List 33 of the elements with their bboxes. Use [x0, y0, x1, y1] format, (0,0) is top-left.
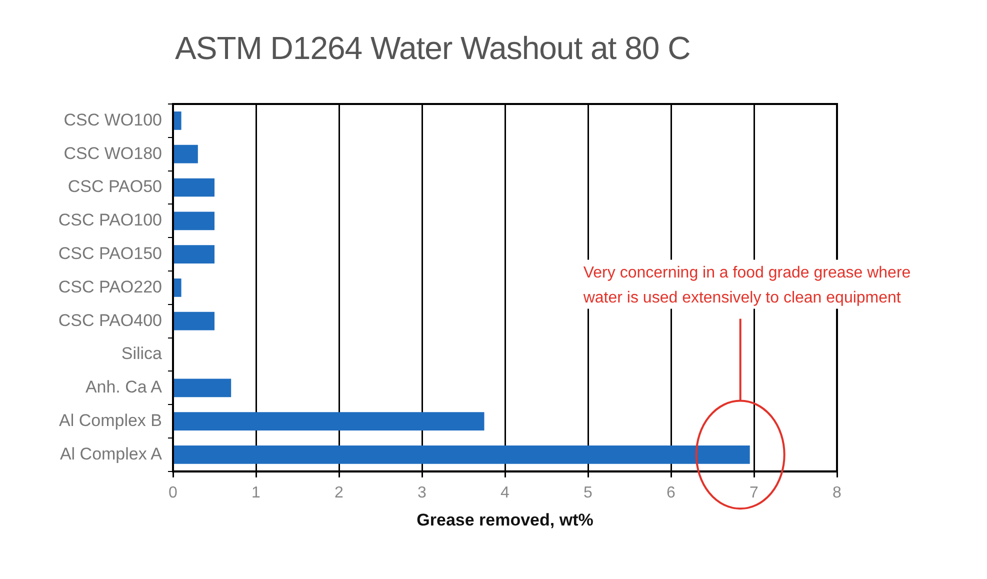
y-tick-label: Anh. Ca A: [85, 378, 163, 397]
x-tick-label: 6: [666, 484, 676, 502]
bar: [174, 178, 214, 197]
y-tick-label: CSC PAO100: [58, 210, 162, 230]
x-tick-label: 8: [832, 484, 842, 502]
x-tick-label: 0: [168, 484, 178, 502]
bar: [174, 446, 750, 464]
bar: [174, 312, 214, 330]
x-axis-title: Grease removed, wt%: [416, 510, 594, 530]
bar: [174, 412, 484, 430]
x-tick-label: 1: [252, 484, 261, 502]
y-tick-label: CSC PAO400: [58, 310, 162, 330]
y-tick-label: Silica: [121, 344, 163, 364]
y-tick-label: Al Complex B: [59, 410, 162, 430]
bar: [174, 378, 232, 398]
bar: [174, 112, 182, 130]
bar: [174, 212, 214, 230]
x-tick-label: 4: [500, 484, 510, 502]
bar: [174, 278, 182, 297]
y-tick-label: CSC PAO50: [68, 177, 162, 196]
y-tick-label: CSC PAO220: [58, 277, 162, 296]
y-tick-label: CSC WO100: [64, 110, 162, 130]
x-tick-label: 2: [334, 484, 344, 502]
bar: [174, 245, 214, 264]
x-tick-label: 3: [418, 484, 427, 502]
y-tick-label: CSC PAO150: [58, 244, 162, 263]
y-tick-label: Al Complex A: [60, 444, 163, 464]
x-tick-label: 5: [584, 484, 593, 502]
chart-title: ASTM D1264 Water Washout at 80 C: [175, 30, 690, 67]
bar: [174, 144, 198, 164]
y-tick-label: CSC WO180: [64, 144, 162, 163]
annotation: Very concerning in a food grade grease where water is used extensively to clean equipment: [582, 264, 911, 307]
x-tick-label: 7: [750, 484, 759, 502]
